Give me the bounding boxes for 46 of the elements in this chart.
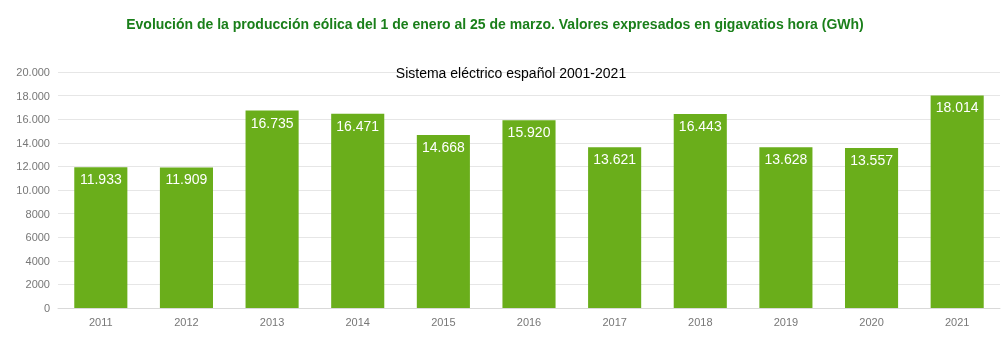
x-tick-label: 2016 bbox=[516, 315, 542, 328]
data-label: 16.735 bbox=[250, 114, 294, 131]
data-label: 16.471 bbox=[336, 117, 380, 134]
data-label: 14.668 bbox=[421, 138, 465, 155]
y-tick-label: 8000 bbox=[25, 207, 50, 220]
x-tick-label: 2021 bbox=[944, 315, 970, 328]
chart-subtitle: Sistema eléctrico español 2001-2021 bbox=[395, 65, 627, 81]
x-tick-label: 2012 bbox=[174, 315, 199, 328]
data-label: 18.014 bbox=[935, 99, 979, 116]
data-label: 11.909 bbox=[165, 171, 208, 188]
y-tick-label: 4000 bbox=[25, 254, 50, 267]
x-tick-label: 2017 bbox=[602, 315, 627, 328]
y-tick-label: 14.000 bbox=[16, 136, 50, 149]
data-label: 13.621 bbox=[593, 151, 637, 168]
y-tick-label: 0 bbox=[43, 302, 50, 314]
x-tick-label: 2011 bbox=[88, 315, 113, 328]
x-tick-label: 2013 bbox=[259, 315, 285, 328]
bar bbox=[845, 148, 899, 308]
bar bbox=[502, 120, 556, 308]
chart-title: Evolución de la producción eólica del 1 de enero al 25 de marzo. Valores expresados en gigavatios hora (GWh) bbox=[126, 16, 864, 32]
bar bbox=[759, 147, 813, 308]
x-tick-label: 2018 bbox=[688, 315, 713, 328]
x-tick-label: 2019 bbox=[773, 315, 799, 328]
x-tick-label: 2014 bbox=[345, 315, 370, 328]
data-label: 13.628 bbox=[764, 151, 808, 168]
bar bbox=[245, 110, 299, 308]
y-tick-label: 10.000 bbox=[16, 184, 50, 196]
bar bbox=[159, 167, 213, 308]
x-tick-label: 2020 bbox=[859, 315, 884, 328]
y-tick-label: 20.000 bbox=[16, 66, 50, 78]
bar bbox=[416, 134, 470, 308]
data-label: 15.920 bbox=[507, 124, 551, 141]
y-tick-label: 6000 bbox=[25, 231, 50, 244]
x-tick-label: 2015 bbox=[431, 315, 456, 328]
data-label: 16.443 bbox=[678, 117, 722, 134]
bar bbox=[588, 147, 642, 308]
data-label: 13.557 bbox=[850, 152, 894, 169]
data-label: 11.933 bbox=[79, 171, 122, 188]
y-tick-label: 2000 bbox=[25, 278, 50, 291]
y-tick-label: 18.000 bbox=[16, 89, 50, 102]
bar bbox=[331, 113, 385, 308]
bar bbox=[930, 95, 984, 308]
bar bbox=[673, 113, 727, 308]
y-tick-label: 16.000 bbox=[16, 113, 50, 126]
y-tick-label: 12.000 bbox=[16, 160, 50, 173]
bar bbox=[74, 167, 128, 308]
